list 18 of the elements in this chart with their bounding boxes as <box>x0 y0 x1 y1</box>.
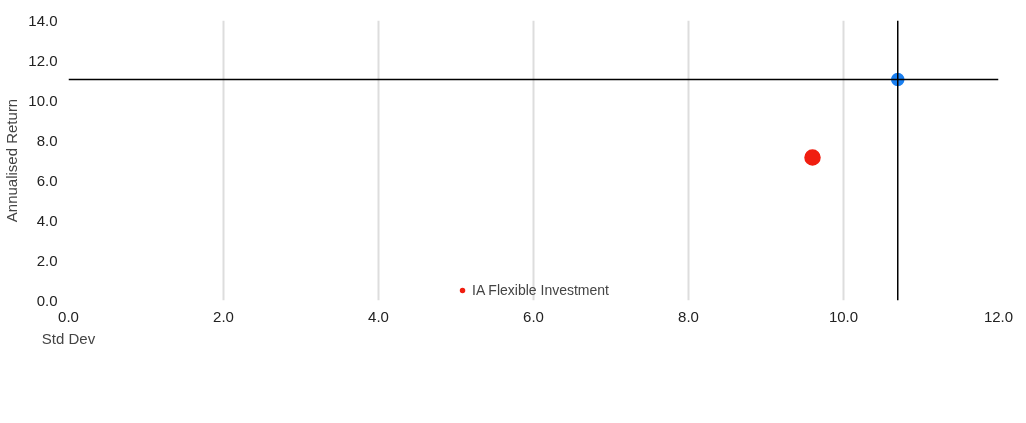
x-tick-label: 6.0 <box>523 307 544 325</box>
x-tick-label: 8.0 <box>678 307 699 325</box>
y-tick-label: 6.0 <box>36 171 58 189</box>
y-tick-label: 8.0 <box>36 131 58 149</box>
y-tick-label: 4.0 <box>36 211 58 229</box>
y-axis-title: Annualised Return <box>3 98 21 223</box>
x-tick-label: 12.0 <box>983 307 1014 325</box>
y-tick-label: 10.0 <box>28 91 58 109</box>
y-tick-label: 14.0 <box>28 11 58 29</box>
y-tick-label: 0.0 <box>36 291 58 309</box>
x-tick-label: 4.0 <box>368 307 389 325</box>
y-tick-label: 12.0 <box>28 51 58 69</box>
x-axis-title: Std Dev <box>41 329 96 347</box>
legend-label: IA Flexible Investment <box>472 282 609 298</box>
y-tick-label: 2.0 <box>36 251 58 269</box>
x-tick-label: 2.0 <box>213 307 234 325</box>
x-tick-label: 0.0 <box>58 307 79 325</box>
x-tick-label: 10.0 <box>828 307 859 325</box>
